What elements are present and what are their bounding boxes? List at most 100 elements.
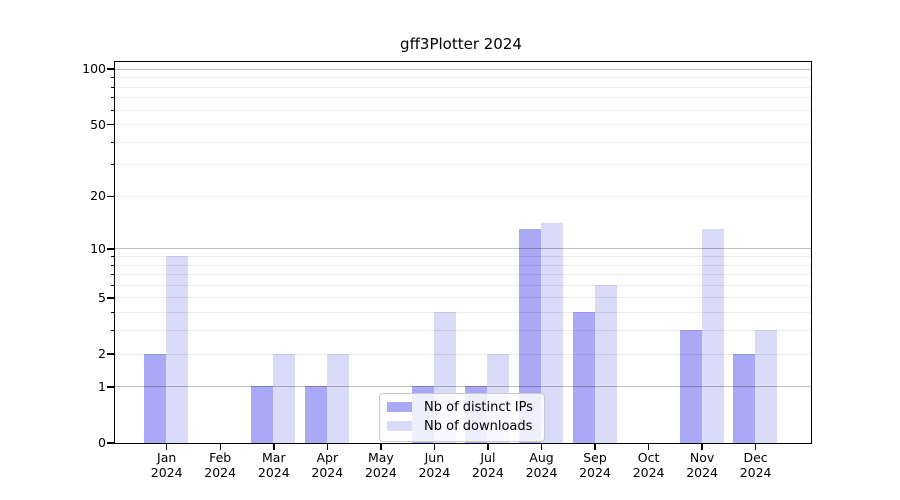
- bar-distinct-ips-dec: [733, 353, 756, 443]
- chart-title: gff3Plotter 2024: [400, 35, 522, 53]
- x-tick-mark: [540, 443, 543, 450]
- x-tick-mark: [647, 443, 650, 450]
- bar-downloads-sep: [594, 284, 617, 443]
- y-minor-tick-mark: [110, 330, 115, 332]
- legend: Nb of distinct IPs Nb of downloads: [379, 392, 545, 442]
- x-tick-month: May: [367, 450, 394, 465]
- y-minor-tick-mark: [110, 264, 115, 266]
- y-tick-mark: [107, 442, 114, 444]
- x-tick-year: 2024: [204, 465, 237, 480]
- x-tick-year: 2024: [525, 465, 558, 480]
- x-tick-label: Jan 2024: [127, 450, 207, 480]
- legend-swatch-downloads: [387, 420, 412, 432]
- y-tick-label: 50: [90, 116, 106, 132]
- x-tick-month: Dec: [743, 450, 768, 465]
- x-tick-label: Jun 2024: [394, 450, 474, 480]
- y-minor-tick-mark: [110, 195, 115, 197]
- minor-gridline: [114, 353, 811, 355]
- x-tick-year: 2024: [471, 465, 504, 480]
- x-tick-label: Sep 2024: [555, 450, 635, 480]
- x-tick-month: Aug: [529, 450, 554, 465]
- x-tick-year: 2024: [364, 465, 397, 480]
- y-tick-label: 10: [90, 240, 106, 256]
- x-tick-month: Apr: [316, 450, 339, 465]
- minor-gridline: [114, 256, 811, 257]
- minor-gridline: [114, 264, 811, 266]
- x-tick-month: Jan: [157, 450, 177, 465]
- major-gridline: [114, 68, 811, 70]
- x-tick-mark: [165, 443, 168, 450]
- x-tick-label: May 2024: [341, 450, 421, 480]
- x-tick-label: Jul 2024: [448, 450, 528, 480]
- x-tick-year: 2024: [150, 465, 183, 480]
- bar-downloads-dec: [755, 330, 778, 443]
- x-tick-month: Sep: [583, 450, 607, 465]
- legend-label: Nb of downloads: [424, 418, 533, 434]
- x-tick-label: Feb 2024: [180, 450, 260, 480]
- major-gridline: [114, 386, 811, 388]
- y-minor-tick-mark: [110, 97, 115, 99]
- x-tick-year: 2024: [739, 465, 772, 480]
- bar-distinct-ips-sep: [572, 312, 595, 443]
- x-tick-mark: [326, 443, 329, 450]
- minor-gridline: [114, 284, 811, 286]
- x-tick-mark: [701, 443, 703, 450]
- x-tick-month: Feb: [209, 450, 232, 465]
- x-tick-mark: [219, 443, 221, 450]
- x-tick-month: Jun: [424, 450, 445, 465]
- x-tick-label: Oct 2024: [609, 450, 689, 480]
- minor-gridline: [114, 141, 811, 143]
- x-tick-month: Nov: [689, 450, 715, 465]
- x-tick-mark: [433, 443, 436, 450]
- minor-gridline: [114, 109, 811, 111]
- y-minor-tick-mark: [110, 256, 115, 257]
- y-minor-tick-mark: [110, 77, 115, 79]
- y-tick-mark: [107, 386, 114, 388]
- bar-downloads-apr: [326, 353, 349, 443]
- x-tick-label: Nov 2024: [662, 450, 742, 480]
- minor-gridline: [114, 195, 811, 197]
- y-minor-tick-mark: [110, 109, 115, 111]
- minor-gridline: [114, 124, 811, 125]
- bar-distinct-ips-apr: [304, 386, 327, 443]
- x-tick-year: 2024: [257, 465, 290, 480]
- minor-gridline: [114, 312, 811, 314]
- y-tick-label: 1: [98, 378, 106, 394]
- x-tick-label: Mar 2024: [234, 450, 314, 480]
- minor-gridline: [114, 274, 811, 276]
- y-tick-label: 5: [98, 289, 106, 305]
- y-tick-mark: [107, 68, 114, 70]
- y-minor-tick-mark: [110, 274, 115, 276]
- x-tick-mark: [380, 443, 382, 450]
- bar-distinct-ips-nov: [679, 330, 702, 443]
- y-minor-tick-mark: [110, 141, 115, 143]
- x-tick-month: Oct: [637, 450, 660, 465]
- x-tick-year: 2024: [311, 465, 344, 480]
- y-tick-label: 20: [90, 188, 106, 204]
- x-tick-mark: [754, 443, 757, 450]
- y-minor-tick-mark: [110, 164, 115, 166]
- x-tick-year: 2024: [686, 465, 718, 480]
- x-tick-label: Dec 2024: [716, 450, 796, 480]
- bar-distinct-ips-aug: [518, 228, 541, 443]
- bar-downloads-aug: [540, 223, 563, 443]
- minor-gridline: [114, 164, 811, 166]
- legend-swatch-distinct-ips: [387, 401, 412, 413]
- legend-item: Nb of downloads: [380, 417, 544, 436]
- minor-gridline: [114, 97, 811, 99]
- x-tick-label: Aug 2024: [502, 450, 582, 480]
- x-tick-year: 2024: [418, 465, 451, 480]
- x-tick-label: Apr 2024: [287, 450, 367, 480]
- minor-gridline: [114, 297, 811, 299]
- plot-area: [113, 60, 812, 444]
- bar-distinct-ips-jan: [144, 353, 167, 443]
- y-minor-tick-mark: [110, 124, 115, 125]
- y-minor-tick-mark: [110, 297, 115, 299]
- bar-downloads-nov: [701, 228, 724, 443]
- x-tick-year: 2024: [579, 465, 611, 480]
- y-minor-tick-mark: [110, 312, 115, 314]
- y-tick-label: 2: [98, 346, 106, 361]
- y-tick-label: 100: [82, 61, 106, 77]
- legend-label: Nb of distinct IPs: [424, 399, 533, 415]
